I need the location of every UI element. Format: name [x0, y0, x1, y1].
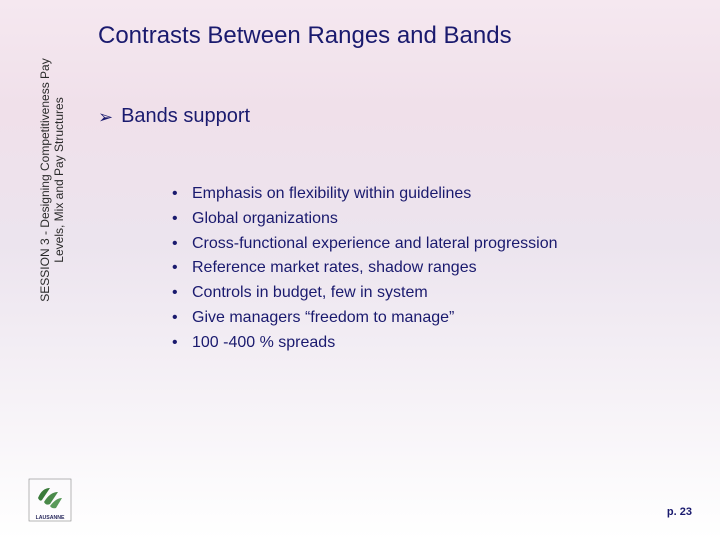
page-number: p. 23 [667, 506, 692, 518]
lausanne-logo: LAUSANNE [28, 478, 72, 522]
list-item: Give managers “freedom to manage” [172, 306, 558, 331]
arrow-bullet-icon: ➢ [98, 108, 113, 126]
logo-icon: LAUSANNE [28, 478, 72, 522]
slide-title: Contrasts Between Ranges and Bands [98, 22, 512, 50]
list-item: Reference market rates, shadow ranges [172, 256, 558, 281]
session-sidebar-label: SESSION 3 - Designing Competitiveness Pa… [38, 40, 66, 320]
bullet-list: Emphasis on flexibility within guideline… [172, 182, 558, 356]
logo-text: LAUSANNE [36, 515, 65, 521]
subtitle-row: ➢ Bands support [98, 105, 250, 128]
session-line2: Levels, Mix and Pay Structures [52, 40, 66, 320]
list-item: Global organizations [172, 207, 558, 232]
list-item: 100 -400 % spreads [172, 331, 558, 356]
list-item: Cross-functional experience and lateral … [172, 232, 558, 257]
list-item: Controls in budget, few in system [172, 281, 558, 306]
session-line1: SESSION 3 - Designing Competitiveness Pa… [38, 40, 52, 320]
subtitle-text: Bands support [121, 105, 250, 128]
list-item: Emphasis on flexibility within guideline… [172, 182, 558, 207]
